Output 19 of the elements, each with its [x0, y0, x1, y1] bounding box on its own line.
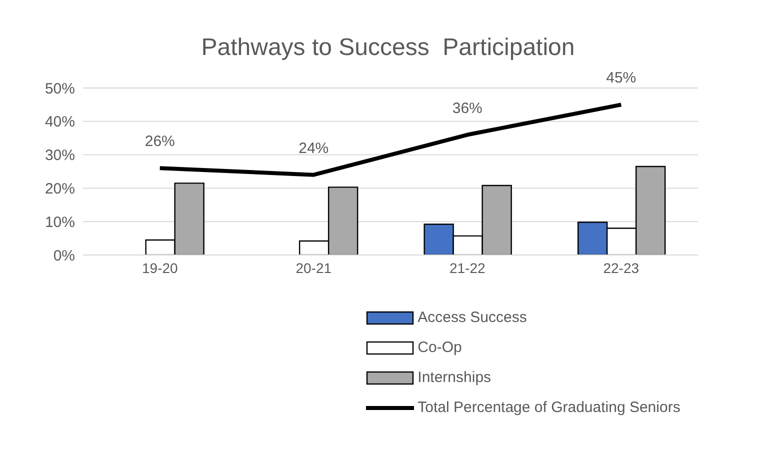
y-tick-label: 50%: [44, 80, 75, 98]
x-tick-label: 21-22: [449, 260, 486, 276]
y-tick-label: 20%: [44, 180, 75, 198]
data-label: 36%: [452, 100, 482, 117]
data-label: 45%: [606, 70, 636, 87]
data-label: 26%: [144, 133, 175, 150]
y-tick-label: 30%: [44, 147, 75, 164]
chart-title: Pathways to Success Participation: [200, 34, 576, 62]
x-tick-label: 19-20: [142, 260, 178, 276]
data-label: 24%: [298, 140, 329, 157]
y-tick-label: 0%: [53, 247, 75, 264]
y-tick-label: 10%: [44, 214, 75, 231]
legend-label: Access Success: [418, 308, 527, 328]
y-tick-label: 40%: [44, 114, 75, 131]
x-tick-label: 22-23: [603, 260, 640, 276]
legend-label: Total Percentage of Graduating Seniors: [418, 398, 680, 418]
x-tick-label: 20-21: [296, 260, 332, 276]
legend-label: Internships: [418, 368, 492, 388]
legend-label: Co-Op: [418, 338, 462, 358]
